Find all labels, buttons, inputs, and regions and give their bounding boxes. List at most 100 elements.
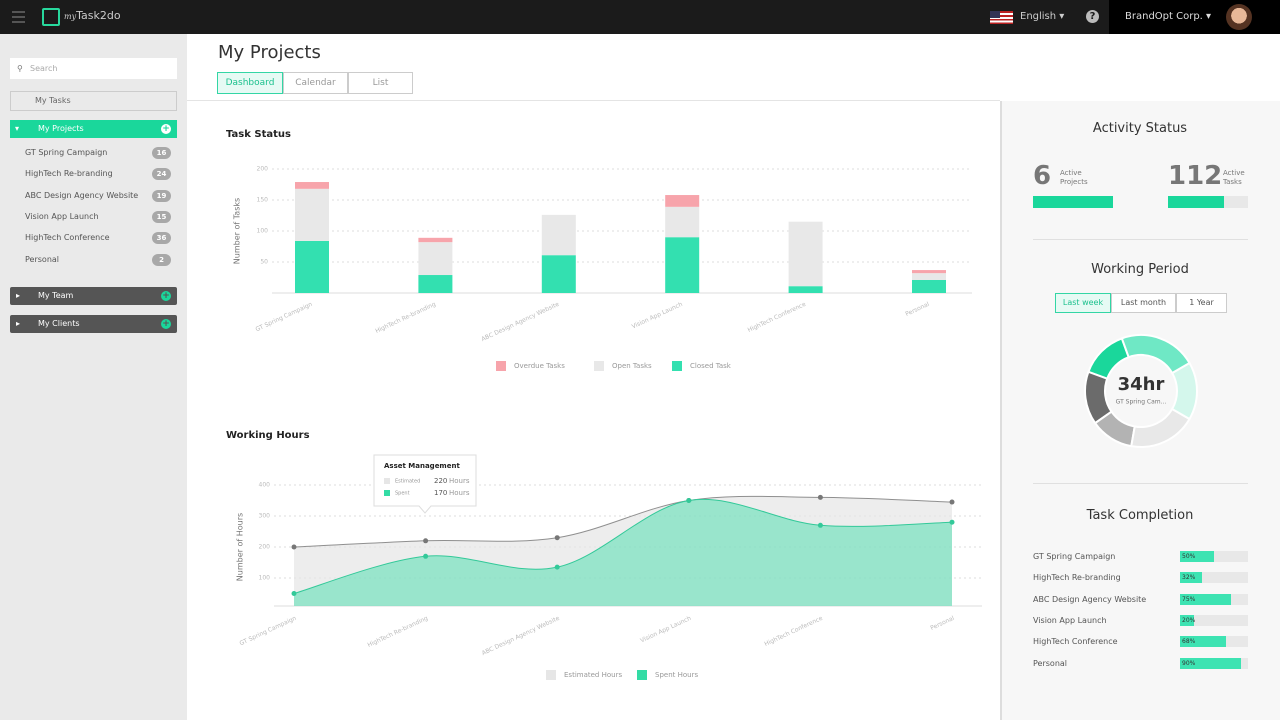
y-tick-label: 150 bbox=[257, 197, 269, 204]
tooltip-row-value: 220 bbox=[434, 477, 447, 485]
bar-segment bbox=[665, 206, 700, 238]
charts: Task Status Number of Tasks 50 100 150 200 GT … bbox=[226, 129, 982, 680]
menu-icon[interactable] bbox=[12, 11, 25, 23]
project-item[interactable]: GT Spring Campaign 16 bbox=[25, 147, 171, 159]
avatar[interactable] bbox=[1226, 4, 1252, 30]
bar-segment bbox=[912, 270, 946, 274]
point[interactable] bbox=[686, 498, 692, 503]
completion-track: 20% bbox=[1180, 614, 1248, 626]
tooltip-swatch bbox=[384, 478, 390, 484]
divider bbox=[1033, 483, 1248, 484]
y-tick-label: 200 bbox=[259, 544, 271, 551]
project-item[interactable]: ABC Design Agency Website 19 bbox=[25, 189, 171, 202]
y-tick-label: 100 bbox=[257, 228, 269, 235]
area bbox=[294, 496, 952, 606]
bar-segment bbox=[788, 286, 823, 293]
donut-label: GT Spring Cam... bbox=[1116, 399, 1167, 406]
my-team[interactable]: ▸ My Team + bbox=[10, 287, 177, 305]
my-projects-label: My Projects bbox=[38, 124, 84, 133]
help-icon[interactable]: ? bbox=[1086, 10, 1099, 23]
x-tick-label: HighTech Re-branding bbox=[367, 615, 430, 649]
y-tick-label: 300 bbox=[259, 513, 271, 520]
donut-segment[interactable] bbox=[1084, 370, 1113, 425]
bar-segment bbox=[912, 273, 946, 280]
x-tick-label: GT Spring Campaign bbox=[239, 615, 298, 648]
logo-icon bbox=[42, 8, 60, 26]
period-option[interactable]: Last week bbox=[1055, 293, 1111, 313]
donut-segment[interactable] bbox=[1087, 337, 1130, 380]
period-option[interactable]: Last month bbox=[1111, 293, 1176, 313]
x-tick-label: HighTech Re-branding bbox=[374, 301, 437, 335]
y-tick-label: 400 bbox=[259, 482, 271, 489]
tab[interactable]: List bbox=[348, 72, 413, 94]
donut-segment[interactable] bbox=[1120, 334, 1191, 375]
my-tasks[interactable]: My Tasks bbox=[10, 91, 177, 111]
donut-segment[interactable] bbox=[1170, 361, 1198, 421]
bar-segment bbox=[295, 182, 329, 189]
bar-segment bbox=[295, 240, 329, 293]
legend-label: Estimated Hours bbox=[564, 671, 622, 679]
point[interactable] bbox=[817, 522, 823, 528]
legend-swatch bbox=[496, 361, 506, 371]
project-count: 36 bbox=[152, 232, 171, 245]
donut: 34hr GT Spring Cam... bbox=[1084, 334, 1198, 448]
period-option[interactable]: 1 Year bbox=[1176, 293, 1227, 313]
bar-segment bbox=[418, 275, 453, 293]
bar-segment bbox=[788, 221, 823, 287]
logo[interactable]: myTask2do bbox=[64, 9, 121, 22]
my-clients-label: My Clients bbox=[38, 319, 80, 328]
x-tick-label: Vision App Launch bbox=[639, 615, 692, 645]
tab[interactable]: Dashboard bbox=[217, 72, 283, 94]
account[interactable]: BrandOpt Corp. ▾ bbox=[1109, 0, 1280, 34]
y-axis-label: Number of Tasks bbox=[233, 198, 242, 264]
project-name: Personal bbox=[25, 254, 60, 264]
point[interactable] bbox=[291, 544, 297, 550]
activity-value: 6 bbox=[1033, 161, 1052, 191]
completion-row: HighTech Conference 68% bbox=[1033, 636, 1248, 648]
x-tick-label: Personal bbox=[904, 301, 930, 318]
my-clients[interactable]: ▸ My Clients + bbox=[10, 315, 177, 333]
legend-label: Open Tasks bbox=[612, 362, 652, 370]
x-tick-label: ABC Design Agency Website bbox=[481, 615, 561, 657]
activity-fill bbox=[1168, 196, 1224, 208]
bar-segment bbox=[418, 242, 453, 276]
point[interactable] bbox=[949, 519, 955, 525]
legend-swatch bbox=[672, 361, 682, 371]
bar-segment bbox=[418, 237, 453, 243]
search[interactable]: ⚲ Search bbox=[10, 58, 177, 79]
x-tick-label: Personal bbox=[929, 615, 955, 632]
working-title: Working Period bbox=[1091, 262, 1189, 277]
my-projects[interactable]: ▾ My Projects + bbox=[10, 120, 177, 138]
language[interactable]: English ▾ bbox=[1020, 11, 1065, 22]
tooltip-row-name: Estimated bbox=[395, 479, 420, 485]
bar-segment bbox=[665, 195, 700, 207]
point[interactable] bbox=[423, 538, 429, 544]
completion-track: 50% bbox=[1180, 551, 1248, 562]
project-item[interactable]: HighTech Re-branding 24 bbox=[25, 168, 171, 181]
tooltip-row-value: 170 bbox=[434, 489, 447, 497]
point[interactable] bbox=[949, 499, 955, 505]
point[interactable] bbox=[554, 564, 560, 570]
sidebar: ⚲ Search My Tasks ▾ My Projects + GT Spring… bbox=[0, 34, 187, 720]
search-placeholder: Search bbox=[30, 64, 58, 73]
line bbox=[293, 498, 953, 594]
tab[interactable]: Calendar bbox=[283, 72, 348, 94]
project-item[interactable]: HighTech Conference 36 bbox=[25, 232, 171, 245]
completion-track: 68% bbox=[1180, 636, 1248, 648]
point[interactable] bbox=[291, 591, 297, 596]
donut-segment[interactable] bbox=[1130, 407, 1191, 448]
x-tick-label: ABC Design Agency Website bbox=[480, 301, 560, 343]
point[interactable] bbox=[423, 553, 429, 559]
chart-title: Task Status bbox=[226, 129, 291, 140]
point[interactable] bbox=[554, 535, 560, 541]
project-name: HighTech Re-branding bbox=[25, 169, 113, 179]
bar-segment bbox=[295, 188, 329, 241]
project-item[interactable]: Vision App Launch 15 bbox=[25, 210, 171, 223]
project-count: 19 bbox=[152, 189, 171, 202]
donut-segment[interactable] bbox=[1093, 410, 1136, 448]
project-item[interactable]: Personal 2 bbox=[25, 253, 171, 266]
project-name: ABC Design Agency Website bbox=[25, 190, 139, 200]
point[interactable] bbox=[817, 494, 823, 500]
activity-track bbox=[1033, 196, 1113, 208]
logo-prefix: my bbox=[64, 12, 77, 21]
